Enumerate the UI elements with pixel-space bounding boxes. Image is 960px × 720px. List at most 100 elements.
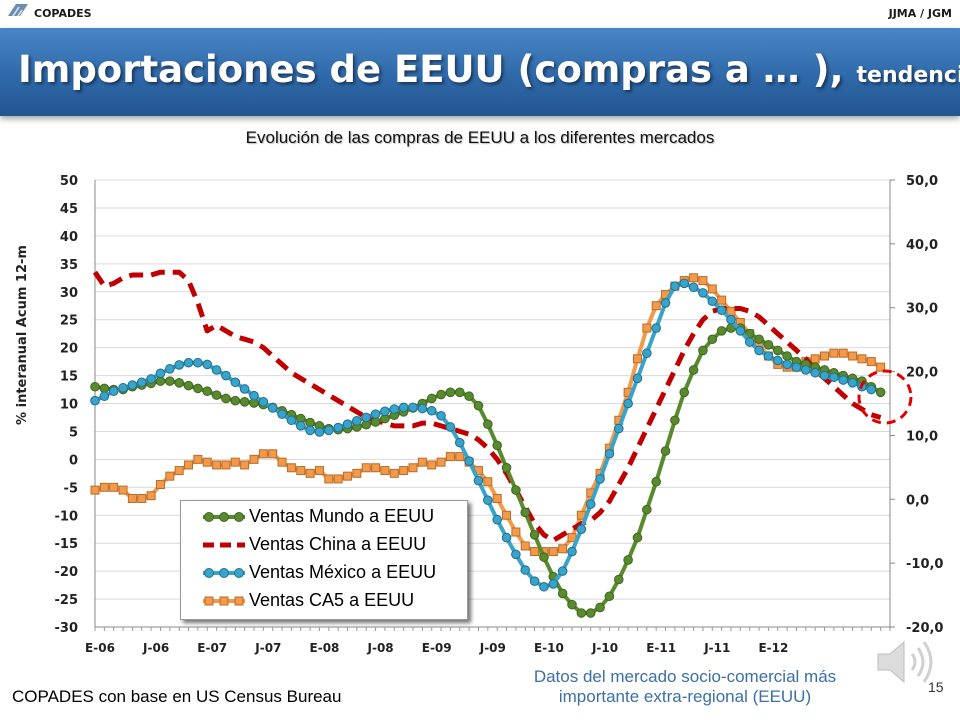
data-point-ca5 — [90, 485, 100, 495]
data-point-mundo — [595, 602, 605, 613]
data-point-mexico — [539, 581, 549, 592]
data-point-mexico — [146, 374, 156, 384]
data-point-ca5 — [848, 351, 858, 361]
data-point-mexico — [211, 365, 222, 375]
data-point-mundo — [492, 440, 502, 451]
data-point-mexico — [866, 384, 877, 395]
data-point-mexico — [352, 416, 362, 426]
data-point-mundo — [763, 340, 774, 350]
data-point-mexico — [286, 415, 297, 426]
data-point-mexico — [324, 425, 334, 436]
data-point-mundo — [875, 387, 886, 398]
data-point-mundo — [529, 530, 540, 540]
data-point-mexico — [221, 370, 231, 381]
data-point-mundo — [221, 393, 231, 404]
data-point-mundo — [239, 397, 250, 407]
page-number: 15 — [928, 679, 944, 695]
data-point-mexico — [277, 409, 287, 419]
data-point-mundo — [585, 608, 596, 618]
data-point-mexico — [408, 402, 418, 413]
title-banner — [0, 28, 960, 116]
data-point-ca5 — [296, 466, 306, 476]
data-point-ca5 — [146, 491, 156, 501]
y2-tick-label: 20,0 — [906, 366, 938, 381]
data-point-ca5 — [717, 295, 727, 305]
data-point-mundo — [426, 393, 437, 404]
data-point-mexico — [735, 326, 746, 336]
x-tick-label: E-09 — [422, 641, 452, 655]
data-point-mexico — [707, 296, 718, 307]
data-point-mundo — [679, 387, 690, 398]
y-tick-label: 40 — [60, 230, 78, 245]
data-point-ca5 — [249, 454, 259, 464]
data-point-mexico — [464, 456, 474, 466]
data-point-mexico — [557, 566, 568, 576]
data-point-mexico — [267, 403, 278, 413]
data-point-ca5 — [820, 351, 830, 361]
data-point-mexico — [136, 377, 147, 388]
data-point-ca5 — [109, 482, 119, 492]
data-point-ca5 — [689, 273, 699, 283]
data-point-mundo — [305, 417, 315, 428]
data-point-mexico — [576, 524, 587, 535]
data-point-mexico — [754, 345, 764, 356]
data-point-ca5 — [548, 547, 558, 557]
data-point-mundo — [670, 415, 680, 426]
data-point-mundo — [707, 334, 718, 345]
data-point-ca5 — [361, 463, 371, 473]
data-point-mexico — [642, 348, 652, 359]
data-point-mexico — [305, 425, 315, 436]
x-tick-label: J-08 — [367, 641, 394, 655]
data-point-mexico — [361, 412, 372, 423]
data-point-mexico — [174, 360, 184, 370]
y-axis-label: % interanual Acum 12-m — [15, 245, 30, 425]
data-point-mundo — [174, 378, 184, 388]
data-point-mundo — [632, 532, 643, 543]
data-point-mundo — [623, 555, 633, 565]
x-tick-label: E-07 — [197, 641, 227, 655]
data-point-mundo — [613, 574, 624, 585]
series-mexico — [90, 278, 877, 592]
data-point-mundo — [193, 383, 203, 394]
x-tick-label: E-11 — [646, 641, 676, 655]
data-point-mexico — [819, 370, 830, 381]
data-point-mexico — [501, 532, 512, 543]
data-point-mexico — [165, 364, 175, 374]
legend-item-china: Ventas China a EEUU — [181, 531, 467, 559]
data-point-ca5 — [174, 466, 184, 476]
data-point-mundo — [370, 417, 381, 427]
speaker-icon[interactable] — [872, 632, 938, 692]
y-tick-label: 5 — [69, 425, 78, 440]
data-point-mexico — [726, 314, 736, 325]
data-point-mundo — [454, 387, 465, 398]
data-point-ca5 — [642, 323, 652, 333]
series-china — [92, 269, 882, 543]
y-tick-label: -5 — [64, 481, 78, 496]
data-point-ca5 — [632, 354, 642, 364]
data-point-mundo — [445, 387, 456, 398]
page-title-main: Importaciones de EEUU (compras a … ), — [18, 48, 844, 91]
data-point-mundo — [464, 391, 474, 402]
data-point-mundo — [716, 326, 727, 336]
data-point-mexico — [202, 359, 213, 370]
top-bar: COPADES JJMA / JGM — [0, 0, 960, 28]
y-tick-label: 20 — [60, 342, 78, 357]
data-point-ca5 — [230, 457, 240, 467]
data-point-ca5 — [324, 474, 334, 484]
data-point-mundo — [520, 507, 531, 518]
data-point-mexico — [108, 386, 119, 397]
data-point-mexico — [398, 402, 409, 413]
data-point-ca5 — [436, 457, 446, 467]
data-point-ca5 — [118, 485, 128, 495]
data-point-ca5 — [221, 460, 231, 470]
y2-tick-label: 50,0 — [906, 174, 938, 189]
y-tick-label: 35 — [60, 258, 78, 273]
data-point-ca5 — [333, 474, 343, 484]
data-point-mundo — [165, 376, 175, 386]
data-point-mundo — [604, 591, 615, 602]
data-point-mexico — [548, 579, 559, 589]
data-point-mundo — [511, 485, 521, 495]
data-point-ca5 — [258, 449, 268, 459]
y-tick-label: 45 — [60, 202, 78, 217]
